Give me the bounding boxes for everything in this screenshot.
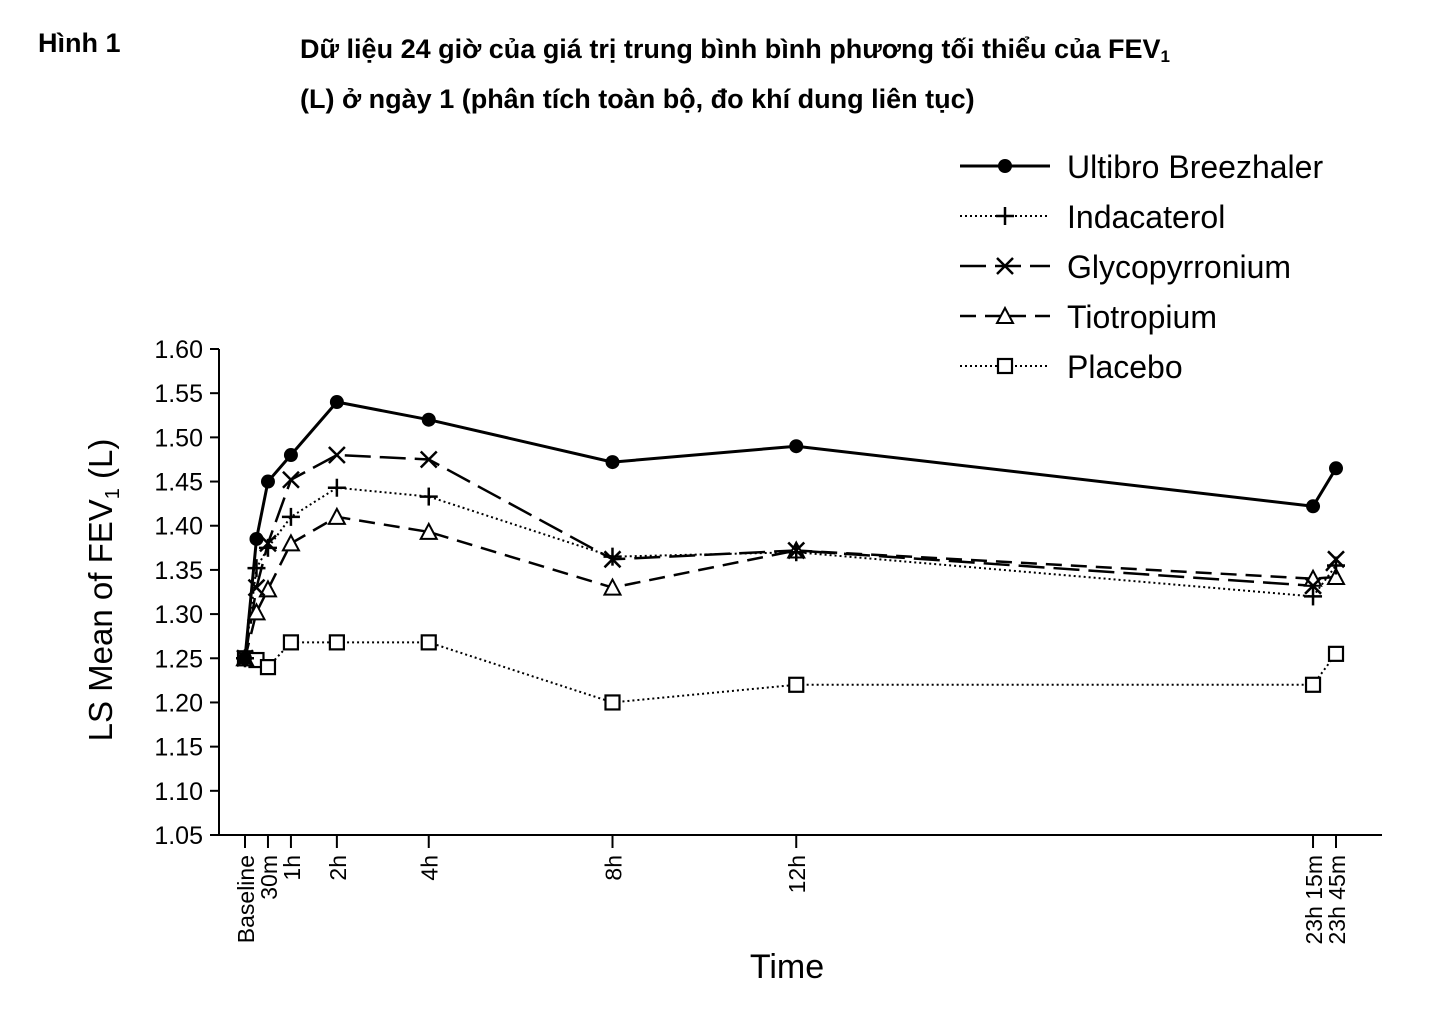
legend-marker [998,159,1012,173]
legend-marker [996,357,1014,375]
legend-item-glycopyrronium: Glycopyrronium [960,249,1291,285]
legend-label: Indacaterol [1067,199,1225,235]
data-point-marker [1327,645,1345,662]
legend-item-ultibro-breezhaler: Ultibro Breezhaler [960,149,1323,185]
legend-marker [995,305,1015,324]
data-point-marker [419,450,438,469]
data-point-marker [238,651,252,666]
data-point-marker [419,487,438,506]
legend-item-tiotropium: Tiotropium [960,299,1217,335]
data-point-marker [789,439,804,454]
chart-legend: Ultibro Breezhaler Indacaterol Glycopyrron… [960,149,1323,385]
x-tick-label: 12h [784,855,810,893]
x-tick-label: 8h [600,855,626,881]
data-point-marker [327,506,347,525]
data-point-marker [420,634,437,651]
legend-item-placebo: Placebo [960,349,1183,385]
data-point-marker [258,538,277,557]
x-tick-label: 2h [325,855,351,881]
y-tick-label: 1.60 [154,336,203,364]
series-line-ultibro-breezhaler [243,400,1338,659]
data-point-marker [327,478,346,497]
data-point-marker [247,578,266,597]
data-point-marker [604,694,621,711]
data-point-marker [603,547,622,566]
data-point-marker [246,602,267,621]
x-tick-label: 23h 45m [1324,855,1350,945]
data-point-marker [1329,461,1343,476]
data-point-marker [1304,576,1322,595]
legend-marker [996,257,1014,275]
data-point-marker [1326,566,1346,585]
y-axis-label-main: LS Mean of FEV [82,499,119,741]
data-point-marker [1306,499,1321,514]
y-tick-label: 1.10 [154,778,203,806]
series-markers [235,395,1346,711]
y-axis-label-subscript: 1 [102,488,124,499]
data-point-marker [259,659,277,676]
data-point-marker [1304,676,1322,693]
x-tick-label: 23h 15m [1301,855,1327,945]
y-tick-label: 1.50 [154,424,203,452]
legend-label: Placebo [1067,349,1183,385]
data-point-marker [281,533,301,552]
data-point-marker [419,521,439,540]
y-tick-label: 1.20 [154,689,203,717]
data-point-marker [328,634,345,651]
legend-marker [996,207,1014,225]
legend-label: Glycopyrronium [1067,249,1291,285]
y-axis-label: LS Mean of FEV1 (L) [82,439,124,742]
y-tick-label: 1.45 [154,469,203,497]
y-axis-label-unit: (L) [82,439,119,489]
legend-label: Tiotropium [1067,299,1217,335]
series-line-placebo [244,641,1337,704]
data-point-marker [421,412,436,427]
x-tick-label: Baseline [233,855,259,943]
legend-label: Ultibro Breezhaler [1067,149,1323,185]
data-point-marker [1304,587,1323,606]
series-line-indacaterol [244,486,1337,659]
figure-label: Hình 1 [38,28,121,58]
data-point-marker [327,446,346,464]
data-point-marker [260,474,275,489]
data-point-marker [282,470,300,489]
y-tick-label: 1.40 [154,513,203,541]
figure-title-line1: Dữ liệu 24 giờ của giá trị trung bình bì… [300,34,1161,64]
data-point-marker [602,577,623,596]
data-point-marker [787,543,806,562]
series-line-tiotropium [243,515,1337,659]
legend-item-indacaterol: Indacaterol [960,199,1225,235]
data-point-marker [329,395,344,410]
data-point-marker [281,507,300,526]
y-tick-label: 1.35 [154,557,203,585]
data-point-marker [283,448,298,463]
data-point-marker [605,455,620,470]
series-line-glycopyrronium [243,453,1337,659]
y-tick-label: 1.55 [154,380,203,408]
x-tick-label: 4h [417,855,443,881]
chart-axes: 1.60 1.55 1.50 1.45 1.40 1.35 1.30 1.25 1.20 1.15… [154,336,1382,945]
data-point-marker [1327,556,1345,575]
data-point-marker [282,634,300,651]
y-tick-label: 1.30 [154,601,203,629]
y-tick-label: 1.15 [154,734,203,762]
x-tick-label: 1h [279,855,305,881]
y-tick-label: 1.25 [154,645,203,673]
data-point-marker [249,531,264,546]
figure-title-subscript: 1 [1160,47,1170,66]
data-point-marker [258,579,278,598]
y-tick-label: 1.05 [154,822,203,850]
x-axis-label: Time [750,948,824,986]
figure-title-line2: (L) ở ngày 1 (phân tích toàn bộ, đo khí … [300,84,975,114]
figure-title: Dữ liệu 24 giờ của giá trị trung bình bì… [300,28,1420,120]
x-tick-label: 30m [256,855,282,900]
series-lines [243,400,1338,704]
data-point-marker [247,559,266,578]
data-point-marker [788,676,805,693]
